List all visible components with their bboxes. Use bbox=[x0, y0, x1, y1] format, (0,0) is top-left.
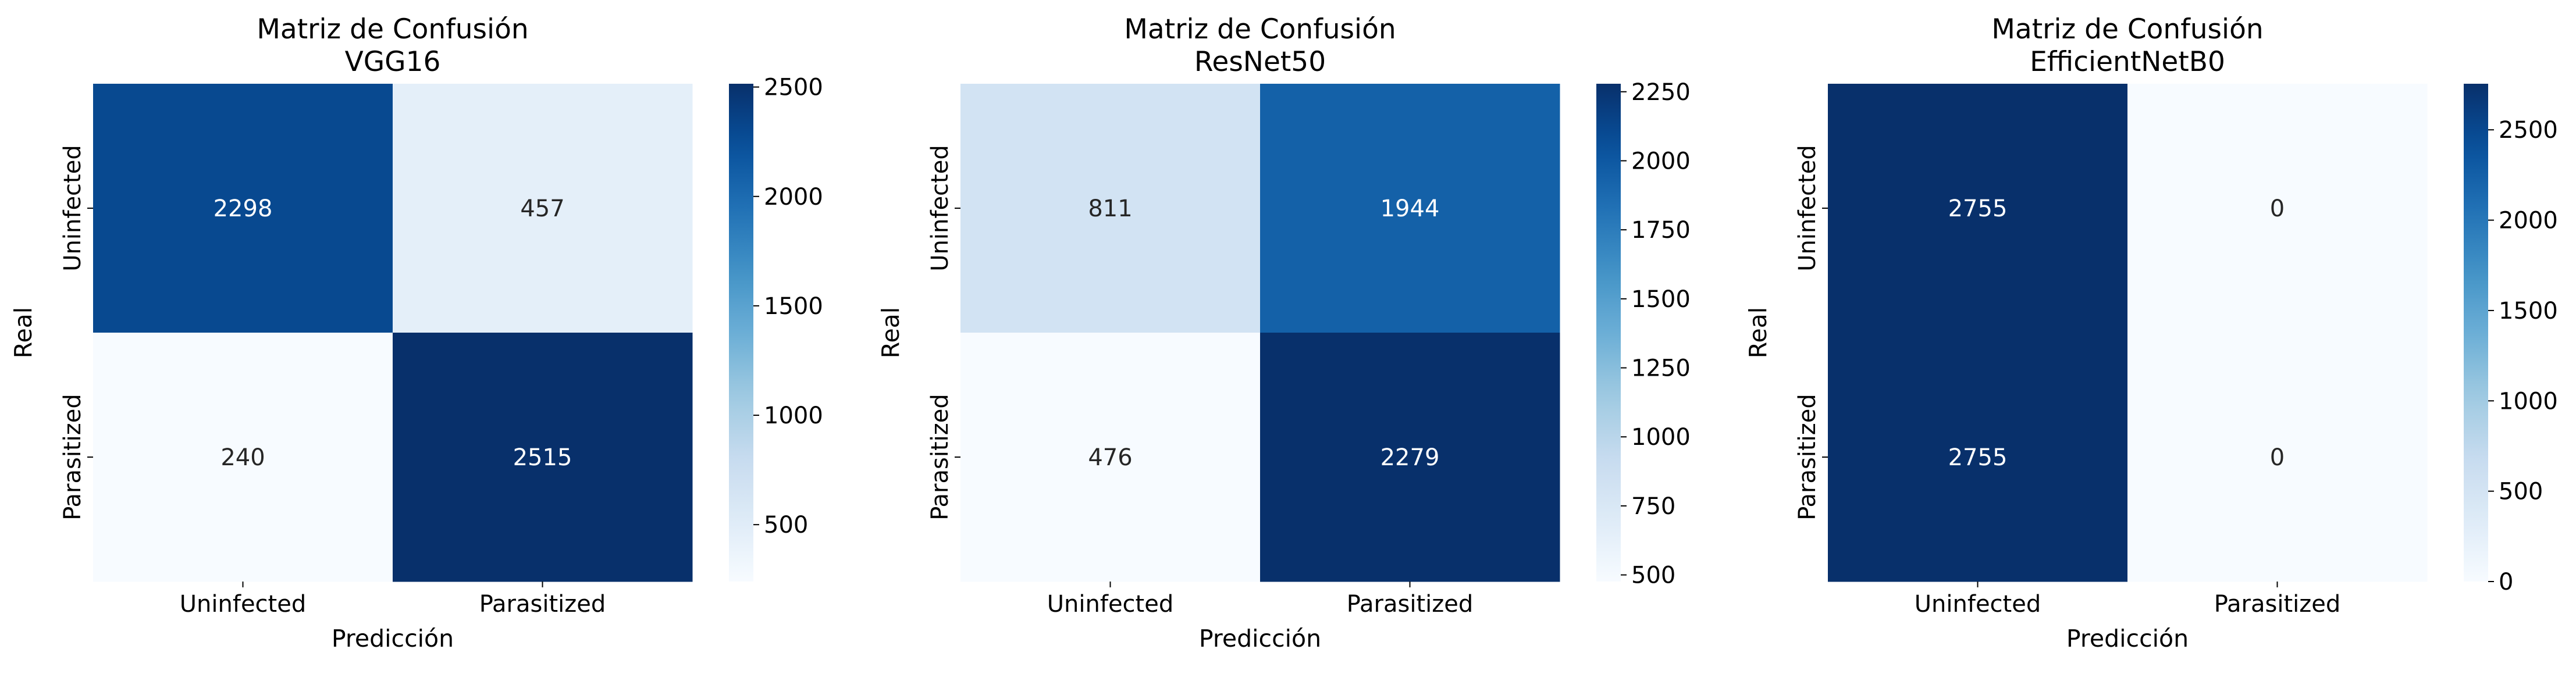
heatmap-cell bbox=[2127, 84, 2428, 333]
chart-subtitle: ResNet50 bbox=[1194, 46, 1326, 78]
y-tick-label: Uninfected bbox=[1794, 145, 1821, 271]
chart-title: Matriz de Confusión bbox=[257, 13, 528, 45]
y-axis-label: Real bbox=[1744, 307, 1772, 358]
colorbar-tick-label: 2500 bbox=[2499, 117, 2558, 144]
colorbar-tick-label: 2000 bbox=[2499, 208, 2558, 234]
colorbar-tick-label: 500 bbox=[2499, 479, 2543, 505]
y-tick-label: Parasitized bbox=[927, 394, 953, 520]
y-tick-label: Parasitized bbox=[1794, 394, 1821, 520]
chart-title: Matriz de Confusión bbox=[1991, 13, 2263, 45]
cell-value-label: 2755 bbox=[1948, 444, 2008, 471]
cell-value-label: 0 bbox=[2270, 444, 2285, 471]
x-tick-label: Parasitized bbox=[2214, 591, 2341, 618]
colorbar-tick-label: 2000 bbox=[764, 184, 823, 211]
colorbar-tick-label: 2000 bbox=[1631, 148, 1691, 174]
x-tick-label: Uninfected bbox=[180, 591, 306, 618]
heatmap-cell bbox=[1828, 333, 2128, 582]
cell-value-label: 0 bbox=[2270, 195, 2285, 222]
colorbar bbox=[1596, 84, 1621, 582]
colorbar-tick-label: 1250 bbox=[1631, 355, 1691, 382]
heatmap-cell bbox=[93, 84, 393, 333]
y-axis-label: Real bbox=[9, 307, 37, 358]
chart-subtitle: VGG16 bbox=[345, 46, 441, 78]
colorbar-tick-label: 0 bbox=[2499, 569, 2513, 595]
colorbar-tick-label: 1500 bbox=[764, 293, 823, 320]
colorbar bbox=[729, 84, 753, 582]
x-tick-label: Parasitized bbox=[479, 591, 606, 618]
colorbar-tick-label: 500 bbox=[764, 512, 808, 539]
heatmap-cell bbox=[960, 333, 1261, 582]
x-tick-label: Uninfected bbox=[1915, 591, 2041, 618]
x-axis-label: Predicción bbox=[1199, 625, 1321, 652]
heatmap-cell bbox=[1828, 84, 2128, 333]
cell-value-label: 2515 bbox=[513, 444, 572, 471]
x-axis-label: Predicción bbox=[332, 625, 454, 652]
colorbar-tick-label: 1000 bbox=[1631, 424, 1691, 451]
heatmap-cell bbox=[2127, 333, 2428, 582]
cell-value-label: 811 bbox=[1088, 195, 1132, 222]
colorbar-tick-label: 1750 bbox=[1631, 217, 1691, 244]
heatmap-cell bbox=[93, 333, 393, 582]
y-tick-label: Parasitized bbox=[59, 394, 86, 520]
heatmap-cell bbox=[1260, 84, 1560, 333]
chart-subtitle: EfficientNetB0 bbox=[2030, 46, 2225, 78]
colorbar-tick-label: 1000 bbox=[764, 402, 823, 429]
cell-value-label: 2279 bbox=[1380, 444, 1440, 471]
colorbar-tick-label: 500 bbox=[1631, 562, 1675, 589]
cell-value-label: 457 bbox=[520, 195, 564, 222]
heatmap-cell bbox=[393, 333, 693, 582]
cell-value-label: 2298 bbox=[214, 195, 273, 222]
x-tick-label: Parasitized bbox=[1347, 591, 1474, 618]
cell-value-label: 476 bbox=[1088, 444, 1132, 471]
colorbar-tick-label: 1500 bbox=[1631, 286, 1691, 313]
y-tick-label: Uninfected bbox=[59, 145, 86, 271]
cell-value-label: 1944 bbox=[1380, 195, 1440, 222]
y-tick-label: Uninfected bbox=[927, 145, 953, 271]
colorbar-tick-label: 1000 bbox=[2499, 388, 2558, 415]
colorbar-tick-label: 750 bbox=[1631, 493, 1675, 520]
cell-value-label: 240 bbox=[220, 444, 265, 471]
heatmap-cell bbox=[393, 84, 693, 333]
colorbar-tick-label: 2500 bbox=[764, 74, 823, 101]
heatmap-cell bbox=[1260, 333, 1560, 582]
colorbar-tick-label: 1500 bbox=[2499, 298, 2558, 324]
y-axis-label: Real bbox=[877, 307, 905, 358]
heatmap-cell bbox=[960, 84, 1261, 333]
colorbar bbox=[2464, 84, 2488, 582]
x-axis-label: Predicción bbox=[2066, 625, 2189, 652]
x-tick-label: Uninfected bbox=[1047, 591, 1173, 618]
colorbar-tick-label: 2250 bbox=[1631, 79, 1691, 106]
chart-title: Matriz de Confusión bbox=[1124, 13, 1396, 45]
cell-value-label: 2755 bbox=[1948, 195, 2008, 222]
